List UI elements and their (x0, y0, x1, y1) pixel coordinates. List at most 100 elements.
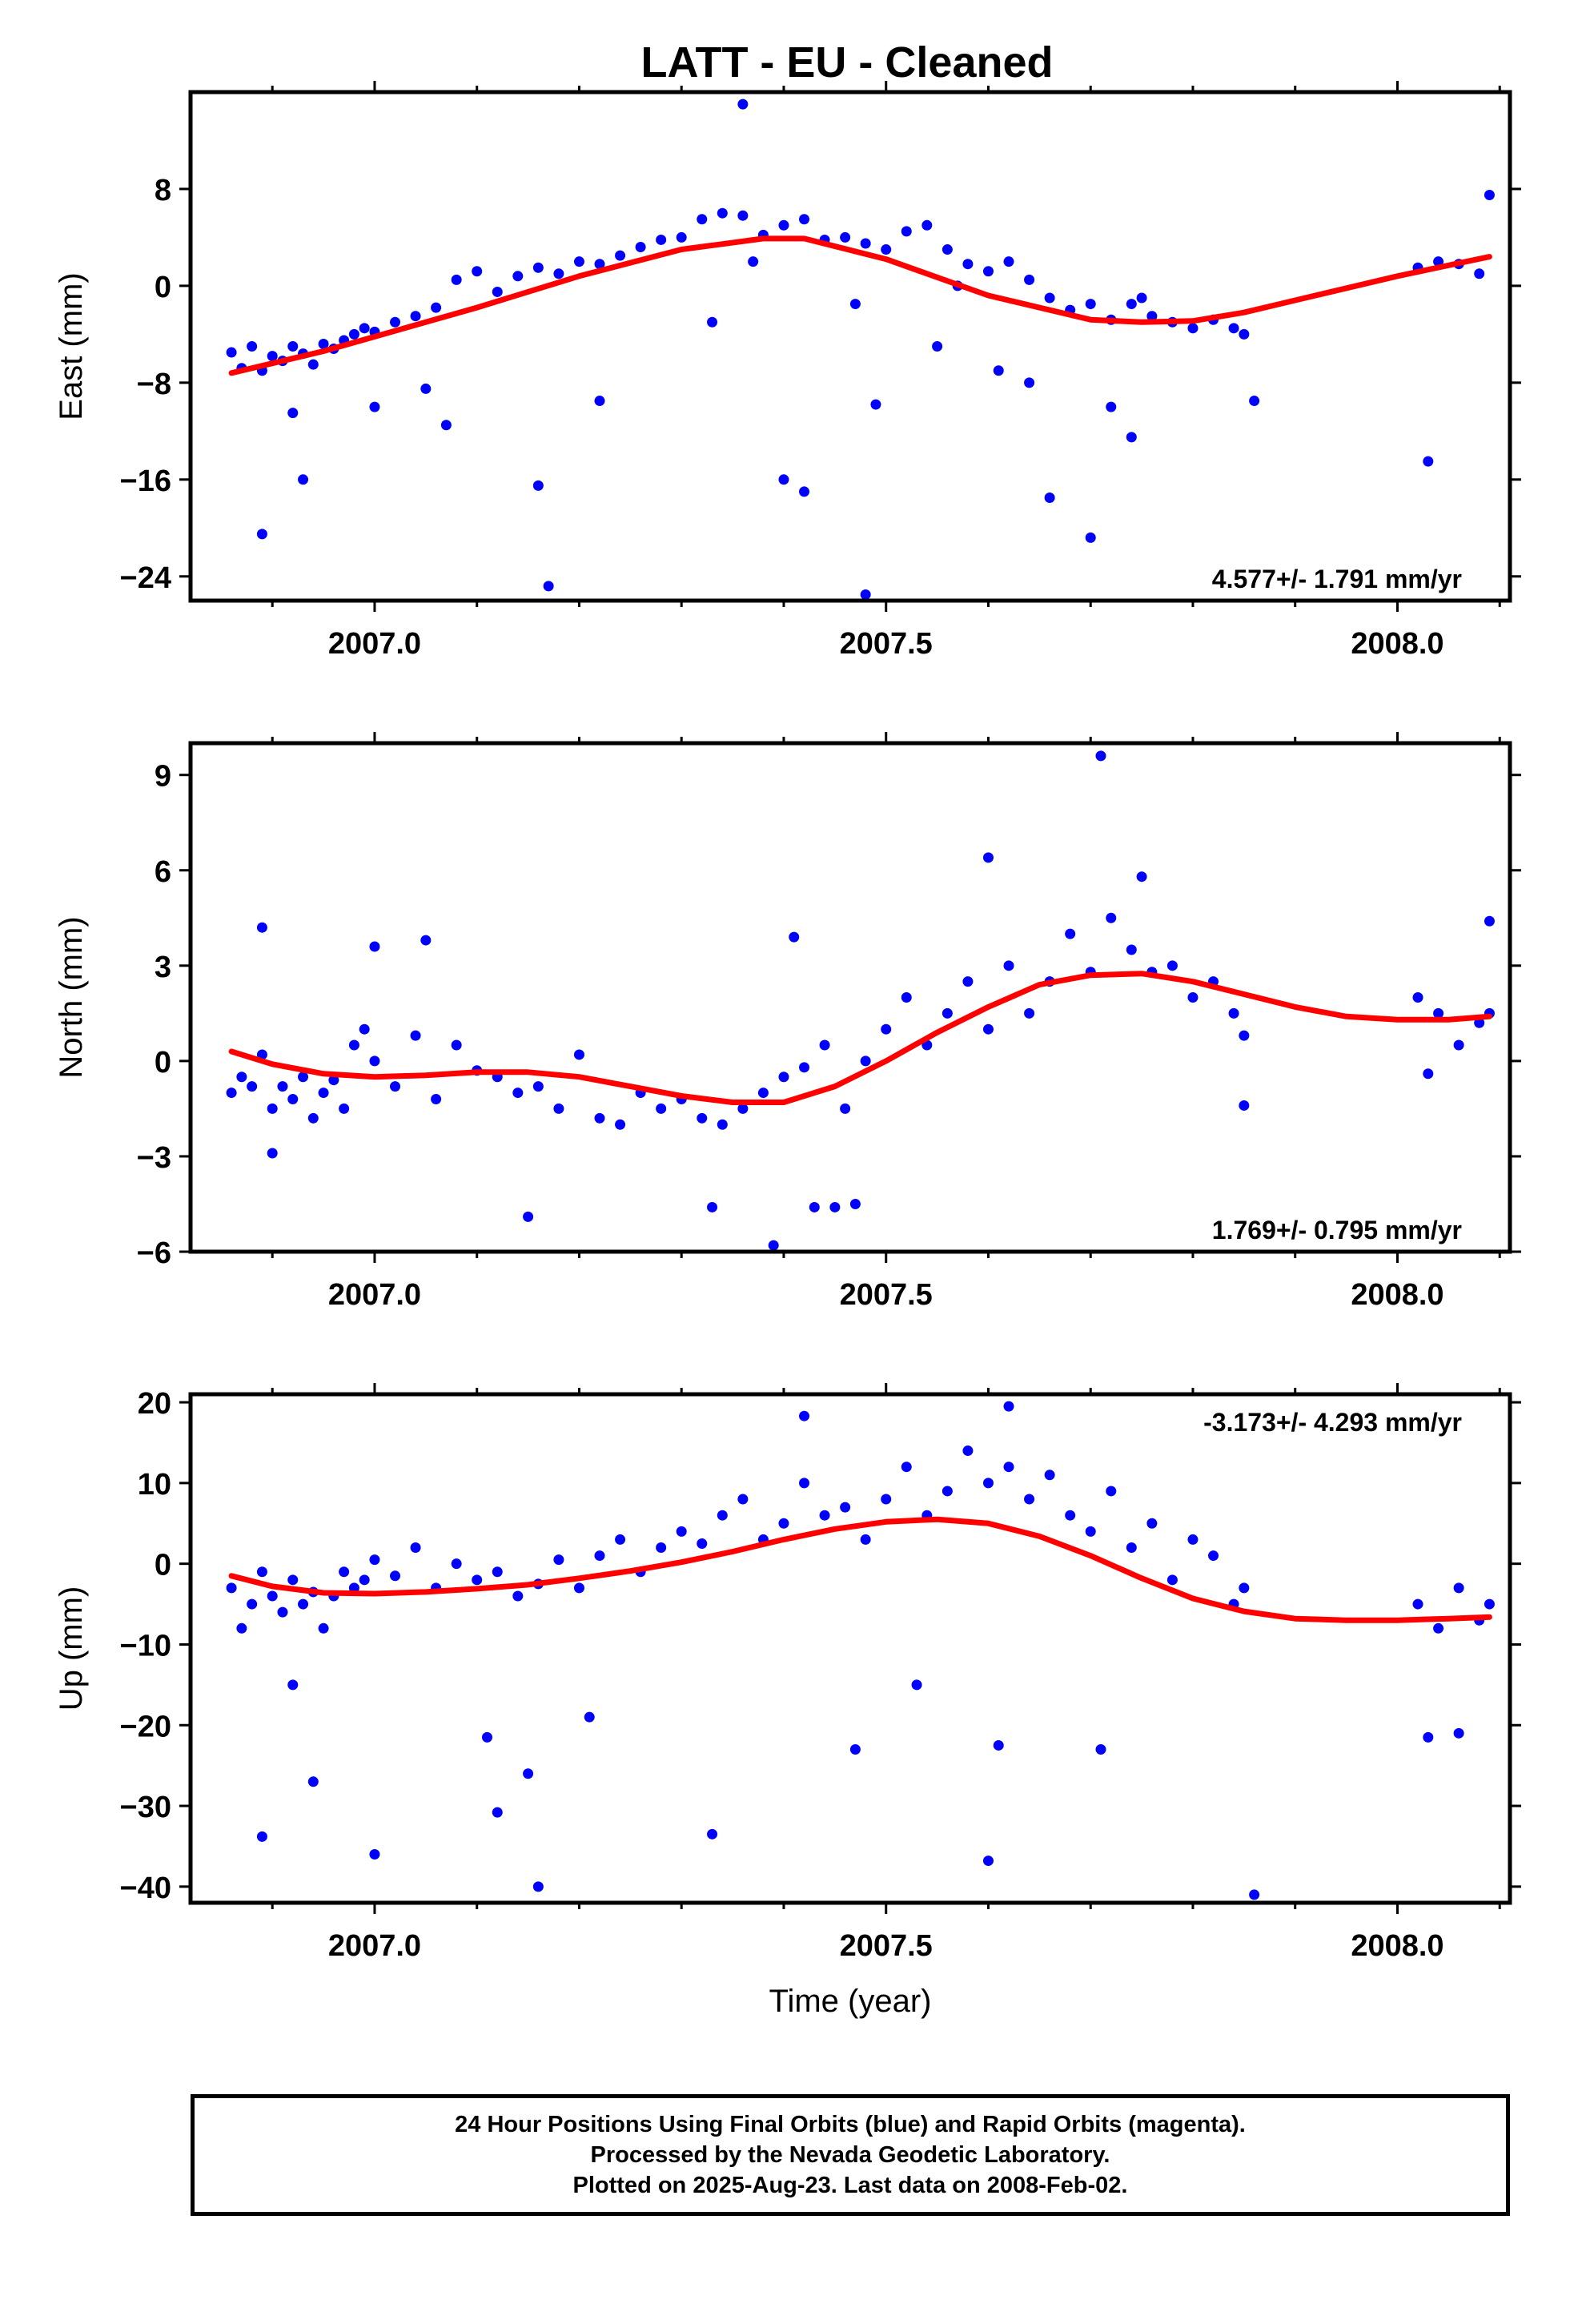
data-point (318, 338, 329, 349)
data-point (737, 210, 749, 221)
data-point (226, 1088, 237, 1099)
data-point (849, 299, 861, 310)
data-point (982, 266, 994, 277)
data-point (1106, 912, 1117, 923)
data-point (532, 1081, 544, 1092)
data-point (451, 1558, 462, 1570)
data-point (717, 1119, 728, 1130)
data-point (1044, 492, 1055, 503)
data-point (982, 1478, 994, 1489)
data-point (757, 1088, 769, 1099)
data-point (717, 1510, 728, 1521)
data-point (1412, 992, 1423, 1003)
data-point (256, 1831, 267, 1842)
y-axis-label: North (mm) (54, 916, 89, 1078)
data-point (287, 1574, 299, 1586)
data-point (1024, 274, 1035, 285)
data-point (860, 1534, 871, 1545)
data-point (553, 1103, 564, 1114)
data-point (1249, 396, 1260, 407)
data-point (287, 408, 299, 419)
data-point (359, 1574, 370, 1586)
data-point (901, 992, 912, 1003)
data-point (594, 1112, 605, 1124)
data-point (849, 1198, 861, 1209)
data-point (267, 1590, 278, 1602)
data-point (481, 1731, 492, 1743)
data-point (1187, 1534, 1199, 1545)
rate-label: 4.577+/- 1.791 mm/yr (1212, 565, 1462, 593)
y-tick-label: −24 (120, 561, 171, 595)
data-point (1423, 456, 1434, 467)
data-point (768, 1240, 779, 1251)
data-point (451, 1039, 462, 1051)
data-point (226, 347, 237, 358)
data-point (707, 316, 718, 328)
data-point (881, 1494, 892, 1505)
x-tick-label: 2008.0 (1351, 627, 1443, 661)
data-point (1187, 992, 1199, 1003)
data-point (256, 1566, 267, 1578)
y-tick-label: 9 (155, 760, 171, 794)
data-point (287, 1094, 299, 1104)
y-axis-label: Up (mm) (54, 1586, 89, 1711)
x-tick-label: 2008.0 (1351, 1278, 1443, 1312)
data-point (1423, 1068, 1434, 1080)
x-tick-label: 2008.0 (1351, 1929, 1443, 1963)
data-point (523, 1211, 534, 1222)
data-point (369, 1055, 380, 1067)
data-point (707, 1201, 718, 1212)
data-point (247, 341, 258, 352)
data-point (656, 1103, 667, 1114)
data-point (697, 1538, 708, 1549)
data-point (287, 341, 299, 352)
data-point (921, 219, 933, 231)
data-point (573, 1582, 584, 1594)
y-tick-label: −40 (120, 1872, 171, 1905)
data-point (870, 399, 881, 410)
data-point (737, 99, 749, 110)
panels: 8 0 −8 −16 −24 2007.0 2007.5 2008.0 East (mm) 4.5… (54, 81, 1521, 2019)
y-tick-label: −20 (120, 1710, 171, 1743)
trend-line (228, 235, 1492, 376)
data-point (267, 1103, 278, 1114)
data-point (697, 214, 708, 225)
data-point (676, 231, 687, 243)
panel-north: 9 6 3 0 −3 −6 2007.0 2007.5 2008.0 North (mm) 1.76… (54, 732, 1521, 1312)
data-point (410, 1542, 421, 1554)
data-point (1126, 944, 1137, 955)
data-point (594, 396, 605, 407)
data-point (962, 259, 974, 270)
data-point (1003, 1401, 1014, 1412)
panel-up: 20 10 0 −10 −20 −30 −40 2007.0 2007.5 2008.0 Up (m… (54, 1383, 1521, 2019)
y-tick-label: −3 (137, 1141, 171, 1175)
data-point (369, 401, 380, 412)
data-point (1239, 328, 1250, 340)
data-point (318, 1088, 329, 1099)
data-point (359, 323, 370, 334)
data-point (993, 1739, 1004, 1751)
data-point (512, 1590, 524, 1602)
chart-title: LATT - EU - Cleaned (640, 38, 1053, 86)
data-point (369, 941, 380, 952)
data-point (267, 351, 278, 362)
data-point (799, 1062, 810, 1073)
data-point (298, 474, 309, 485)
data-point (431, 1094, 442, 1104)
data-point (819, 1510, 830, 1521)
data-point (697, 1112, 708, 1124)
data-point (809, 1201, 820, 1212)
data-point (1146, 1518, 1158, 1529)
data-point (1166, 960, 1178, 971)
data-point (420, 935, 432, 946)
rate-label: -3.173+/- 4.293 mm/yr (1203, 1408, 1462, 1437)
data-point (778, 219, 789, 231)
data-point (359, 1023, 370, 1035)
data-point (410, 1030, 421, 1041)
data-point (615, 1119, 626, 1130)
data-point (472, 1574, 483, 1586)
data-point (307, 1112, 319, 1124)
data-point (1484, 190, 1495, 201)
data-point (1126, 432, 1137, 443)
